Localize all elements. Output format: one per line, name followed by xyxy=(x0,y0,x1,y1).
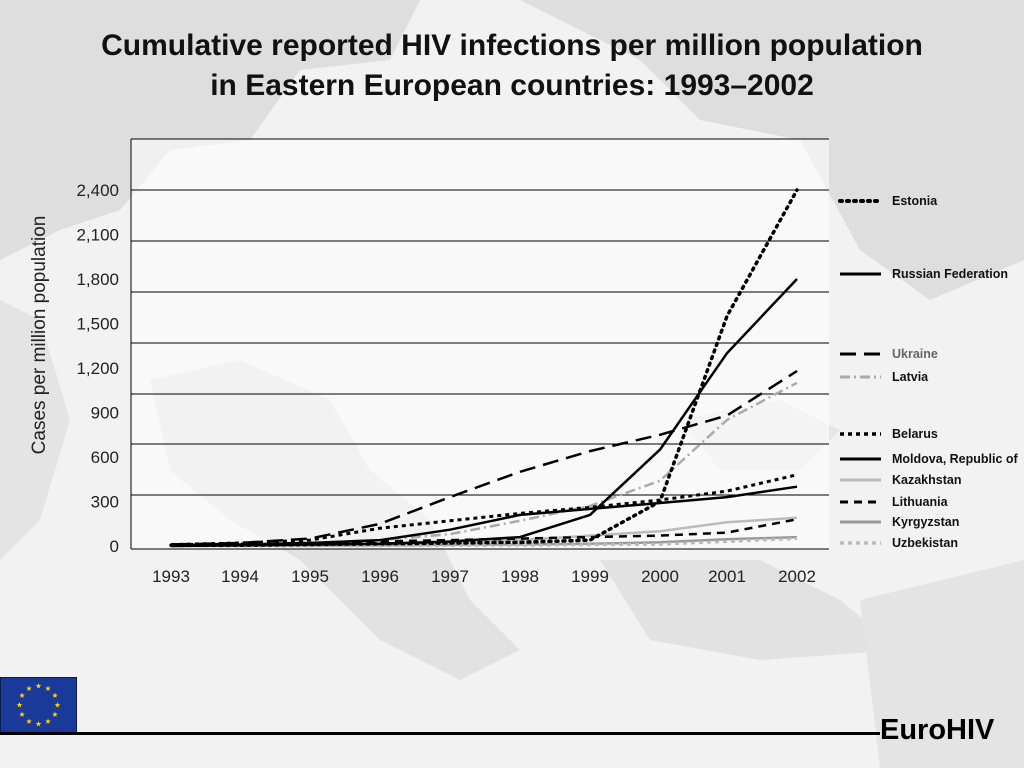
slide-title: Cumulative reported HIV infections per m… xyxy=(0,26,1024,106)
eu-flag-logo xyxy=(0,677,77,733)
series-line-lithuania xyxy=(170,518,798,546)
y-tick-label: 2,400 xyxy=(76,181,119,200)
x-tick-label: 1993 xyxy=(152,567,190,586)
legend-label-uzbekistan: Uzbekistan xyxy=(892,536,958,550)
y-tick-label: 1,800 xyxy=(76,270,119,289)
plot-area xyxy=(131,139,829,549)
eu-star-icon xyxy=(45,718,51,724)
legend-label-latvia: Latvia xyxy=(892,370,929,384)
legend-label-ukraine: Ukraine xyxy=(892,347,938,361)
x-tick-label: 1998 xyxy=(501,567,539,586)
x-tick-label: 1994 xyxy=(221,567,259,586)
legend-label-belarus: Belarus xyxy=(892,427,938,441)
x-tick-label: 2000 xyxy=(641,567,679,586)
x-tick-label: 2001 xyxy=(708,567,746,586)
x-tick-label: 1999 xyxy=(571,567,609,586)
eu-star-icon xyxy=(16,702,23,708)
footer-divider xyxy=(0,732,880,735)
y-tick-label: 1,200 xyxy=(76,359,119,378)
x-tick-label: 1996 xyxy=(361,567,399,586)
eu-star-icon xyxy=(35,683,42,689)
x-tick-label: 2002 xyxy=(778,567,816,586)
eu-star-icon xyxy=(52,692,58,698)
legend-label-lithuania: Lithuania xyxy=(892,495,949,509)
eu-star-icon xyxy=(54,702,61,708)
legend-label-russian-federation: Russian Federation xyxy=(892,267,1008,281)
legend-label-moldova-republic-of: Moldova, Republic of xyxy=(892,452,1019,466)
footer-brand: EuroHIV xyxy=(880,714,995,746)
eu-star-icon xyxy=(19,711,25,717)
y-tick-label: 2,100 xyxy=(76,226,119,245)
slide-title-line1: Cumulative reported HIV infections per m… xyxy=(101,29,923,62)
slide-title-line2: in Eastern European countries: 1993–2002 xyxy=(210,69,814,102)
legend-label-kyrgyzstan: Kyrgyzstan xyxy=(892,515,959,529)
eu-star-icon xyxy=(26,718,32,724)
x-tick-label: 1997 xyxy=(431,567,469,586)
y-tick-label: 1,500 xyxy=(76,315,119,334)
eu-star-icon xyxy=(35,721,42,727)
eu-star-icon xyxy=(52,711,58,717)
y-tick-label: 0 xyxy=(110,537,119,556)
y-tick-label: 300 xyxy=(91,493,119,512)
legend-label-estonia: Estonia xyxy=(892,194,938,208)
legend-label-kazakhstan: Kazakhstan xyxy=(892,473,961,487)
y-tick-label: 900 xyxy=(91,404,119,423)
x-tick-label: 1995 xyxy=(291,567,329,586)
eu-star-icon xyxy=(26,685,32,691)
y-tick-label: 600 xyxy=(91,448,119,467)
eu-star-icon xyxy=(19,692,25,698)
eu-star-icon xyxy=(45,685,51,691)
series-line-belarus xyxy=(170,473,798,546)
